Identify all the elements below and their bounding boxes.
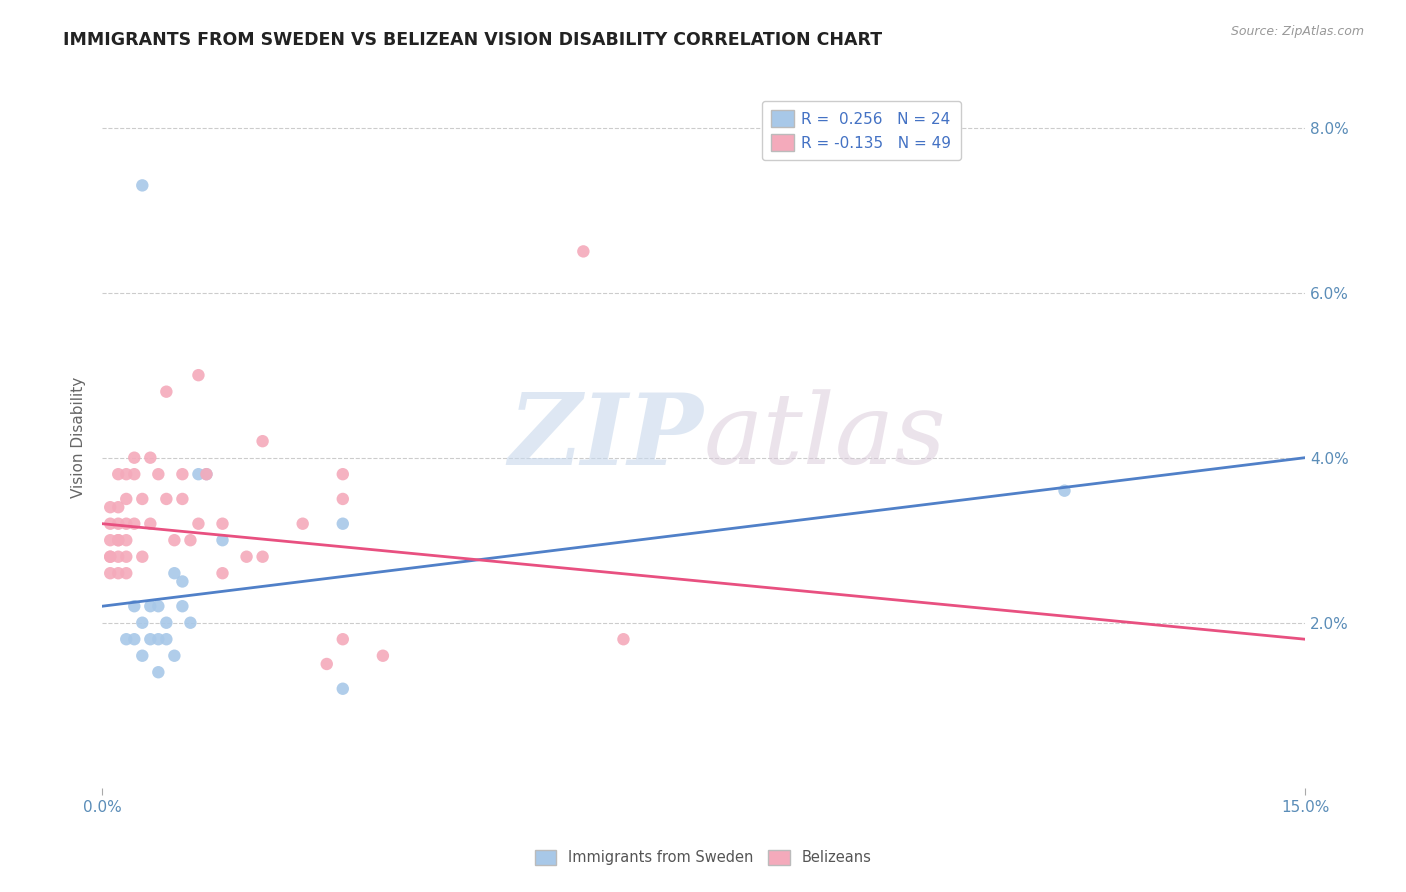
Point [124,516,146,531]
Point [107,549,129,564]
Point [115,566,138,581]
Point [107,516,129,531]
Point [107,533,129,548]
Point [179,615,201,630]
Point [172,599,194,614]
Point [211,566,233,581]
Point [98,500,121,515]
Text: Source: ZipAtlas.com: Source: ZipAtlas.com [1230,25,1364,38]
Point [155,491,177,506]
Point [139,632,162,647]
Point [98,533,121,548]
Point [155,632,177,647]
Point [211,533,233,548]
Point [115,491,138,506]
Point [371,648,394,663]
Point [139,516,162,531]
Point [131,615,153,630]
Point [291,516,314,531]
Point [252,434,274,449]
Point [572,244,595,259]
Point [187,467,209,482]
Point [107,533,129,548]
Point [172,491,194,506]
Point [124,467,146,482]
Point [179,533,201,548]
Point [195,467,218,482]
Point [107,500,129,515]
Point [148,632,170,647]
Point [332,516,354,531]
Text: ZIP: ZIP [509,389,703,485]
Point [124,599,146,614]
Point [211,516,233,531]
Point [115,467,138,482]
Point [332,491,354,506]
Point [332,632,354,647]
Point [98,566,121,581]
Point [612,632,634,647]
Point [139,450,162,465]
Point [1053,483,1076,498]
Point [98,516,121,531]
Point [187,368,209,383]
Point [98,549,121,564]
Point [148,599,170,614]
Point [252,549,274,564]
Text: atlas: atlas [703,390,946,484]
Point [163,533,186,548]
Legend: R =  0.256   N = 24, R = -0.135   N = 49: R = 0.256 N = 24, R = -0.135 N = 49 [762,101,960,161]
Text: IMMIGRANTS FROM SWEDEN VS BELIZEAN VISION DISABILITY CORRELATION CHART: IMMIGRANTS FROM SWEDEN VS BELIZEAN VISIO… [63,31,883,49]
Point [115,533,138,548]
Point [163,566,186,581]
Point [107,467,129,482]
Point [332,681,354,696]
Point [163,648,186,663]
Point [139,599,162,614]
Point [131,648,153,663]
Point [124,450,146,465]
Y-axis label: Vision Disability: Vision Disability [72,376,86,498]
Point [195,467,218,482]
Point [124,632,146,647]
Point [131,491,153,506]
Point [115,549,138,564]
Point [315,657,337,671]
Point [107,566,129,581]
Point [131,549,153,564]
Point [155,384,177,399]
Point [235,549,257,564]
Legend: Immigrants from Sweden, Belizeans: Immigrants from Sweden, Belizeans [529,844,877,871]
Point [98,549,121,564]
Point [131,178,153,193]
Point [115,516,138,531]
Point [332,467,354,482]
Point [148,467,170,482]
Point [115,632,138,647]
Point [148,665,170,680]
Point [172,574,194,589]
Point [155,615,177,630]
Point [172,467,194,482]
Point [187,516,209,531]
